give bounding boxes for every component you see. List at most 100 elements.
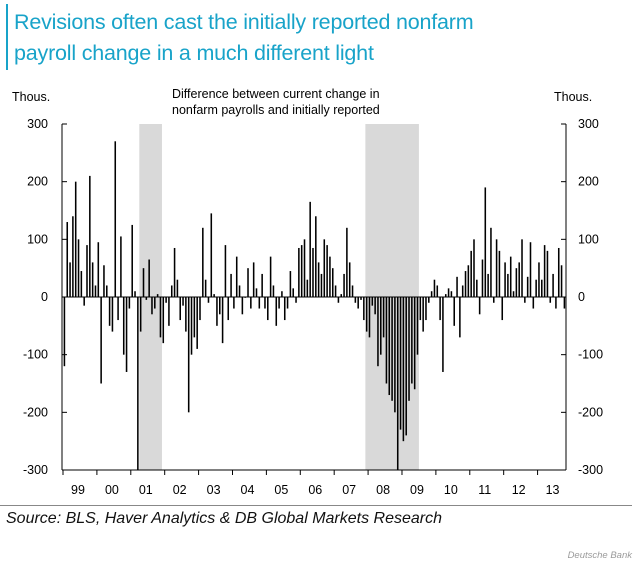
bar-41 xyxy=(179,297,181,321)
bar-9 xyxy=(89,175,91,297)
bar-139 xyxy=(456,276,458,297)
bar-123 xyxy=(411,297,413,384)
xtick-label-12: 11 xyxy=(478,483,491,497)
ytick-label-left-3: 0 xyxy=(41,290,48,304)
bar-103 xyxy=(354,297,357,303)
bar-28 xyxy=(142,268,145,297)
ytick-label-left-6: -300 xyxy=(23,463,48,477)
bar-20 xyxy=(120,236,122,297)
bar-77 xyxy=(281,291,283,297)
bar-111 xyxy=(377,297,379,367)
bar-40 xyxy=(176,279,179,297)
bar-128 xyxy=(425,297,427,321)
title-line-1: Revisions often cast the initially repor… xyxy=(14,10,474,34)
bar-14 xyxy=(103,265,105,297)
bar-93 xyxy=(326,245,328,297)
bar-108 xyxy=(368,297,371,338)
bar-98 xyxy=(340,294,343,297)
bar-80 xyxy=(289,271,292,297)
xtick-label-9: 08 xyxy=(376,483,390,497)
annotation-line-2: nonfarm payrolls and initially reported xyxy=(172,103,380,117)
bar-104 xyxy=(357,297,359,309)
ytick-label-right-5: -200 xyxy=(578,405,603,419)
bar-161 xyxy=(518,262,520,297)
bar-115 xyxy=(388,297,391,396)
bar-34 xyxy=(159,297,162,338)
bar-134 xyxy=(442,297,444,372)
xtick-label-8: 07 xyxy=(342,483,356,497)
bar-109 xyxy=(371,297,374,306)
bar-51 xyxy=(207,297,210,303)
bar-100 xyxy=(346,227,348,297)
bar-21 xyxy=(122,297,125,355)
bar-155 xyxy=(501,297,504,321)
bar-112 xyxy=(380,297,382,355)
bar-142 xyxy=(464,271,467,297)
bar-31 xyxy=(151,297,153,315)
bar-75 xyxy=(275,297,278,326)
bar-19 xyxy=(117,297,119,321)
bar-166 xyxy=(532,297,535,309)
annotation-line-1: Difference between current change in xyxy=(172,87,380,101)
bar-176 xyxy=(560,265,563,297)
bar-88 xyxy=(312,247,314,297)
bar-97 xyxy=(337,297,340,303)
bar-63 xyxy=(241,297,244,315)
bar-150 xyxy=(487,273,489,297)
bar-137 xyxy=(450,291,453,297)
bar-58 xyxy=(227,297,230,321)
bar-118 xyxy=(396,297,399,470)
bar-86 xyxy=(306,279,309,297)
bar-2 xyxy=(69,262,71,297)
bar-116 xyxy=(391,297,393,401)
bar-107 xyxy=(365,297,368,332)
bar-13 xyxy=(100,297,102,384)
bar-44 xyxy=(187,297,190,413)
bar-18 xyxy=(114,141,117,297)
bar-22 xyxy=(125,297,128,372)
bar-60 xyxy=(233,297,235,309)
bar-92 xyxy=(323,239,326,297)
bar-52 xyxy=(210,213,213,297)
bar-167 xyxy=(535,279,537,297)
bar-3 xyxy=(72,216,74,297)
xtick-label-5: 04 xyxy=(241,483,255,497)
bar-48 xyxy=(199,297,201,321)
bar-148 xyxy=(481,259,484,297)
bar-87 xyxy=(309,201,311,297)
bar-145 xyxy=(473,239,475,297)
bar-50 xyxy=(204,279,207,297)
bar-160 xyxy=(515,268,518,297)
bar-55 xyxy=(219,297,221,315)
bar-43 xyxy=(185,297,187,332)
bar-171 xyxy=(546,250,549,297)
bar-156 xyxy=(504,262,506,297)
xtick-label-0: 99 xyxy=(71,483,85,497)
bar-113 xyxy=(382,297,385,338)
bar-99 xyxy=(343,273,345,297)
xtick-label-7: 06 xyxy=(308,483,322,497)
bar-7 xyxy=(83,297,85,306)
bar-81 xyxy=(292,288,294,297)
ytick-label-left-1: 200 xyxy=(27,175,48,189)
bar-39 xyxy=(173,247,176,297)
bar-158 xyxy=(509,256,512,297)
ytick-label-right-6: -300 xyxy=(578,463,603,477)
bar-121 xyxy=(405,297,407,436)
bar-177 xyxy=(563,297,566,309)
bar-126 xyxy=(419,297,422,321)
bar-114 xyxy=(385,297,388,384)
xtick-label-11: 10 xyxy=(444,483,458,497)
xtick-label-10: 09 xyxy=(410,483,424,497)
bar-0 xyxy=(63,297,66,367)
y-unit-right: Thous. xyxy=(554,90,592,104)
bar-169 xyxy=(541,279,543,297)
bar-170 xyxy=(543,245,546,297)
bar-5 xyxy=(77,239,80,297)
bar-163 xyxy=(524,297,526,303)
bar-53 xyxy=(213,294,215,297)
bar-89 xyxy=(315,216,317,297)
bar-131 xyxy=(433,279,436,297)
bar-37 xyxy=(168,297,170,326)
